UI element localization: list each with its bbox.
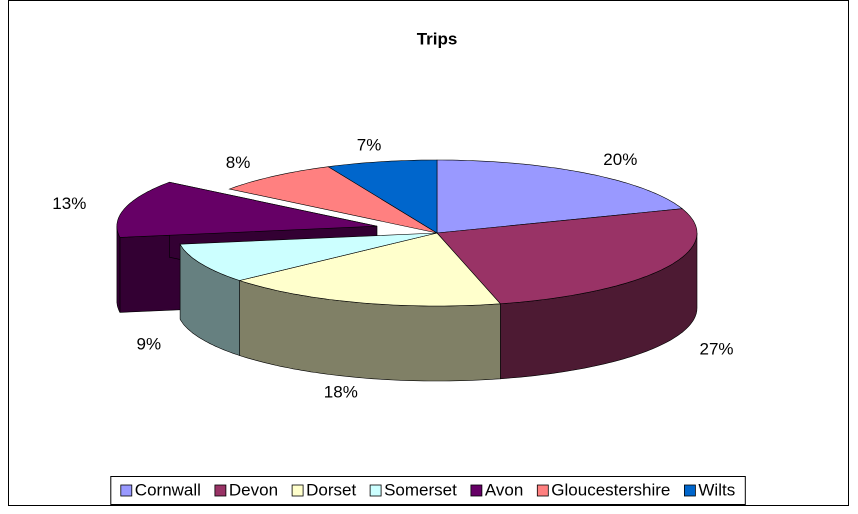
legend-label: Somerset: [384, 480, 457, 499]
legend-label: Devon: [229, 480, 278, 499]
data-label: 13%: [52, 194, 86, 213]
legend-label: Avon: [485, 480, 523, 499]
slice: [116, 181, 377, 238]
legend-swatch: [369, 484, 382, 497]
data-label: 20%: [603, 150, 637, 169]
data-label: 27%: [699, 340, 733, 359]
slice: [179, 232, 438, 281]
slice: [238, 232, 502, 307]
data-label: 7%: [357, 135, 382, 154]
data-label: 18%: [324, 382, 358, 401]
legend-swatch: [120, 484, 133, 497]
legend-swatch: [470, 484, 483, 497]
data-label: 8%: [226, 153, 251, 172]
legend-label: Dorset: [306, 480, 356, 499]
slice: [436, 208, 698, 305]
legend-label: Cornwall: [135, 480, 201, 499]
legend-swatch: [214, 484, 227, 497]
legend-label: Wilts: [698, 480, 735, 499]
legend: Cornwall Devon Dorset Somerset Avon Glouceste…: [110, 476, 746, 505]
legend-swatch: [536, 484, 549, 497]
slice: [228, 166, 438, 234]
pie: 20% 27% 18% 9% 13% 8% 7%: [52, 135, 733, 401]
legend-label: Gloucestershire: [551, 480, 670, 499]
chart-title: Trips: [417, 29, 458, 48]
data-label: 9%: [137, 335, 162, 354]
slice-side: [116, 226, 121, 313]
slice: [327, 159, 438, 234]
legend-swatch: [684, 484, 696, 497]
legend-swatch: [291, 484, 304, 497]
